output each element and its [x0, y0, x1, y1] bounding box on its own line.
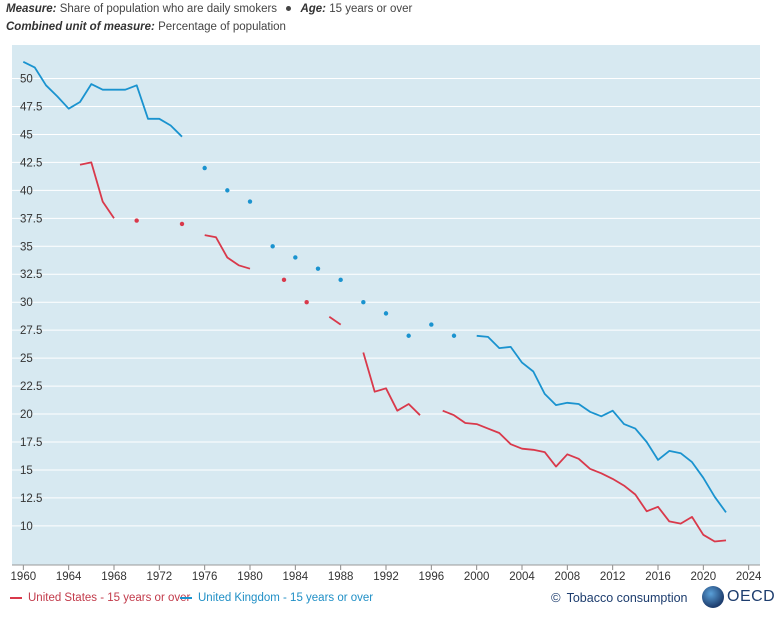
y-tick-label: 50 — [20, 74, 33, 86]
y-tick-label: 47.5 — [20, 102, 42, 114]
legend-label-uk: United Kingdom - 15 years or over — [198, 592, 374, 604]
x-tick-label: 2020 — [691, 571, 717, 583]
series-0-point — [281, 277, 287, 283]
age-value: 15 years or over — [329, 3, 413, 15]
y-tick-label: 42.5 — [20, 157, 42, 169]
plot-area — [12, 45, 760, 565]
x-tick-label: 2024 — [736, 571, 762, 583]
series-0-line — [79, 161, 115, 219]
series-1-point — [270, 244, 275, 249]
legend-label-us: United States - 15 years or over — [28, 592, 191, 604]
y-tick-label: 30 — [20, 297, 33, 309]
x-tick-label: 1996 — [419, 571, 445, 583]
series-1-point — [202, 165, 207, 171]
x-tick-label: 1960 — [11, 571, 37, 583]
y-tick-label: 45 — [20, 129, 33, 141]
series-1-point — [315, 266, 321, 271]
y-tick-label: 25 — [20, 353, 33, 365]
age-label: Age: — [300, 3, 327, 15]
legend-item-uk[interactable]: United Kingdom - 15 years or over — [180, 592, 373, 604]
series-0-point — [179, 221, 185, 227]
globe-icon — [702, 586, 724, 608]
x-tick-label: 2008 — [555, 571, 581, 583]
x-tick-label: 2012 — [600, 571, 626, 583]
unit-value: Percentage of population — [158, 21, 286, 33]
series-1-line — [476, 334, 727, 513]
y-tick-label: 40 — [20, 185, 33, 197]
series-0-line — [442, 409, 727, 543]
y-tick-label: 20 — [20, 409, 33, 421]
oecd-wordmark: OECD — [727, 588, 776, 605]
y-tick-label: 32.5 — [20, 269, 42, 281]
series-1-point — [247, 199, 253, 204]
series-1-point — [293, 255, 298, 260]
series-1-point — [383, 311, 389, 316]
y-tick-label: 37.5 — [20, 213, 42, 225]
unit-line: Combined unit of measure: Percentage of … — [6, 21, 286, 33]
y-tick-label: 12.5 — [20, 493, 42, 505]
measure-label: Measure: — [6, 3, 57, 15]
series-1-point — [429, 322, 434, 327]
legend-item-us[interactable]: United States - 15 years or over — [10, 592, 190, 604]
measure-value: Share of population who are daily smoker… — [59, 3, 278, 15]
copyright-icon: © — [551, 590, 561, 605]
x-tick-label: 1964 — [56, 571, 82, 583]
oecd-logo: OECD — [702, 586, 775, 608]
x-tick-label: 2016 — [645, 571, 671, 583]
legend-swatch-uk — [180, 597, 192, 599]
series-0-line — [362, 352, 421, 416]
series-0-point — [304, 300, 309, 305]
x-tick-label: 1972 — [147, 571, 173, 583]
unit-label: Combined unit of measure: — [6, 21, 155, 33]
legend-swatch-us — [10, 597, 22, 599]
x-tick-label: 1980 — [237, 571, 263, 583]
series-0-line — [328, 315, 342, 326]
x-tick-label: 1984 — [283, 571, 309, 583]
source-link-label: Tobacco consumption — [566, 590, 688, 605]
y-tick-label: 27.5 — [20, 325, 42, 337]
x-tick-label: 1976 — [192, 571, 218, 583]
series-1-point — [406, 333, 411, 338]
y-tick-label: 22.5 — [20, 381, 42, 393]
series-1-line — [22, 60, 183, 138]
x-tick-label: 2004 — [509, 571, 535, 583]
separator-dot-icon — [286, 5, 292, 11]
y-tick-label: 35 — [20, 241, 33, 253]
series-0-point — [134, 218, 139, 223]
series-1-point — [225, 188, 230, 193]
y-tick-label: 15 — [20, 465, 33, 477]
source-link[interactable]: © Tobacco consumption — [551, 590, 688, 605]
x-tick-label: 1992 — [373, 571, 399, 583]
x-tick-label: 2000 — [464, 571, 490, 583]
y-tick-label: 10 — [20, 521, 33, 533]
x-tick-label: 1968 — [101, 571, 127, 583]
series-0-line — [204, 234, 251, 270]
x-tick-label: 1988 — [328, 571, 354, 583]
measure-line: Measure: Share of population who are dai… — [6, 3, 412, 15]
series-1-point — [361, 300, 366, 305]
series-1-point — [338, 277, 343, 283]
y-tick-label: 17.5 — [20, 437, 42, 449]
series-1-point — [451, 333, 457, 338]
